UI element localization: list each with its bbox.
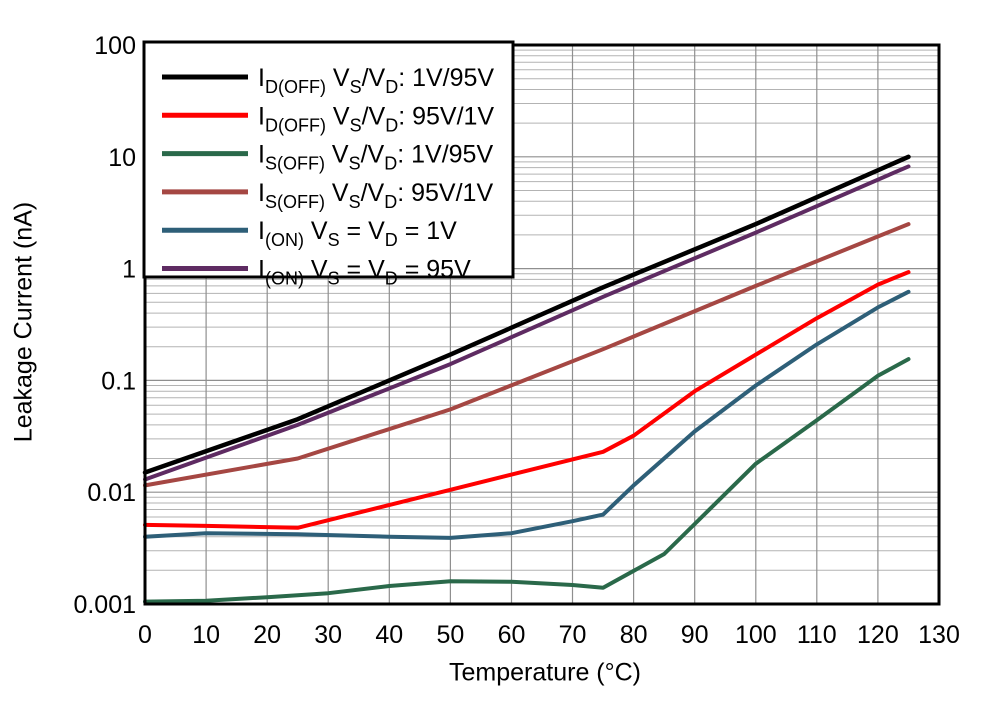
x-axis-title: Temperature (°C)	[449, 658, 641, 687]
x-tick-label: 10	[192, 621, 220, 649]
x-tick-label: 90	[681, 621, 709, 649]
y-tick-label: 0.01	[87, 479, 136, 507]
legend-label-i-on-95v: I(ON) VS = VD = 95V	[258, 256, 471, 289]
x-tick-label: 40	[375, 621, 403, 649]
series-id-off-95v-1v	[143, 270, 911, 530]
gridlines-minor	[145, 49, 939, 571]
x-tick-label: 20	[253, 621, 281, 649]
series-i-on-1v	[143, 289, 911, 540]
legend-label-is-off-95v-1v: IS(OFF) VS/VD: 95V/1V	[258, 179, 493, 212]
legend-label-id-off-95v-1v: ID(OFF) VS/VD: 95V/1V	[258, 102, 494, 135]
legend-label-i-on-1v: I(ON) VS = VD = 1V	[258, 217, 457, 250]
legend: ID(OFF) VS/VD: 1V/95V ID(OFF) VS/VD: 95V/…	[142, 40, 515, 289]
y-tick-label: 0.1	[101, 367, 136, 395]
x-tick-label: 50	[436, 621, 464, 649]
gridlines-major	[145, 45, 939, 604]
data-series	[142, 154, 911, 604]
x-tick-label: 70	[559, 621, 587, 649]
x-tick-label: 80	[620, 621, 648, 649]
legend-box	[142, 40, 515, 279]
y-axis-title: Leakage Current (nA)	[9, 201, 38, 443]
x-tick-label: 60	[498, 621, 526, 649]
x-tick-label: 110	[797, 621, 837, 649]
series-is-off-1v-95v	[143, 357, 911, 604]
x-tick-label: 100	[735, 621, 777, 649]
series-is-off-95v-1v	[143, 222, 911, 488]
y-tick-label: 0.001	[73, 591, 136, 619]
y-tick-label: 10	[108, 144, 136, 172]
y-tick-labels: 100 10 1 0.1 0.01 0.001	[73, 32, 136, 619]
x-tick-labels: 0 10 20 30 40 50 60 70 80 90 100 110 120 130	[138, 621, 960, 649]
series-id-off-1v-95v	[142, 154, 911, 475]
legend-label-is-off-1v-95v: IS(OFF) VS/VD: 1V/95V	[258, 141, 493, 174]
x-tick-label: 30	[314, 621, 342, 649]
y-tick-label: 100	[94, 32, 136, 60]
x-tick-label: 120	[857, 621, 899, 649]
plot-border	[143, 43, 941, 606]
x-tick-label: 0	[138, 621, 152, 649]
legend-label-id-off-1v-95v: ID(OFF) VS/VD: 1V/95V	[258, 64, 494, 97]
y-tick-label: 1	[122, 256, 136, 284]
series-i-on-95v	[143, 164, 911, 482]
x-tick-label: 130	[918, 621, 960, 649]
